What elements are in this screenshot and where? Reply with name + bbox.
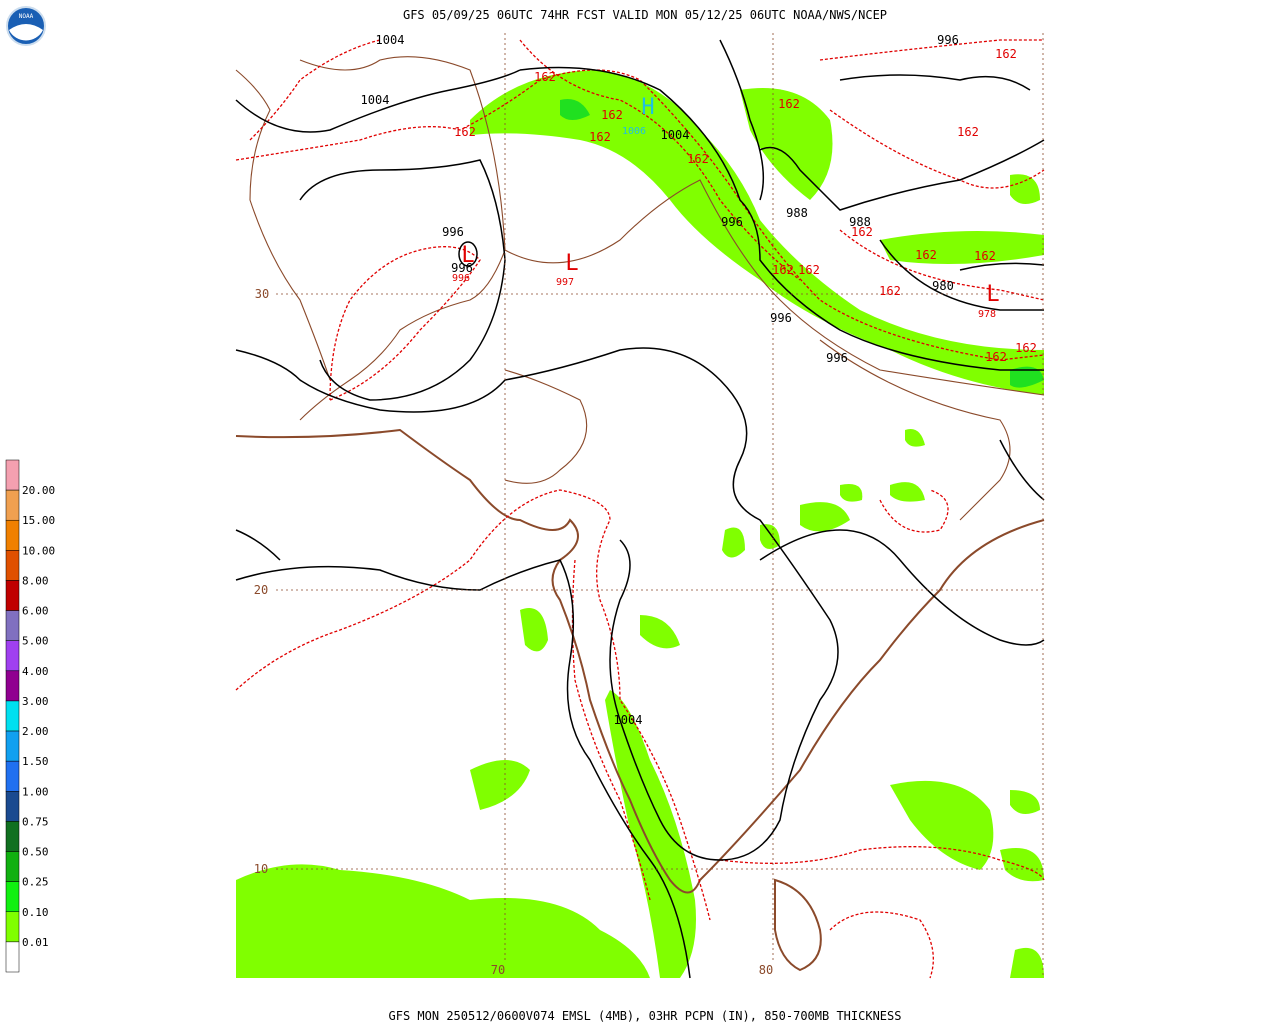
isobar-label: 996 (770, 311, 792, 325)
grid-label: 10 (254, 862, 268, 876)
legend-label: 6.00 (22, 605, 49, 618)
legend-label: 5.00 (22, 635, 49, 648)
legend-label: 2.00 (22, 725, 49, 738)
isobar-label: 996 (721, 215, 743, 229)
legend-swatch (5, 489, 20, 521)
thickness-label: 162 (798, 263, 820, 277)
legend-swatch (5, 911, 20, 943)
isobar-label: 1004 (361, 93, 390, 107)
legend-swatch (5, 670, 20, 702)
pressure-center-value: 996 (452, 273, 470, 284)
isobar-label: 996 (937, 33, 959, 47)
legend-swatch (5, 730, 20, 762)
pressure-center-value: 997 (556, 277, 574, 288)
grid-label: 30 (255, 287, 269, 301)
legend-label: 1.00 (22, 785, 49, 798)
legend-label: 0.01 (22, 936, 49, 949)
legend-swatch (5, 640, 20, 672)
title: GFS 05/09/25 06UTC 74HR FCST VALID MON 0… (403, 8, 887, 22)
grid-label: 70 (491, 963, 505, 977)
legend-label: 1.50 (22, 755, 49, 768)
lat-lon-grid (276, 33, 1044, 978)
grid-label: 20 (254, 583, 268, 597)
isobars (235, 39, 1045, 979)
grid-label: 80 (759, 963, 773, 977)
legend-label: 4.00 (22, 665, 49, 678)
isobar-label: 1004 (614, 713, 643, 727)
legend-swatch (5, 610, 20, 641)
thickness-label: 162 (601, 108, 623, 122)
isobar-label: 1004 (661, 128, 690, 142)
legend-swatch (5, 851, 20, 882)
pressure-center-value: 978 (978, 309, 996, 320)
legend-swatch (5, 881, 20, 913)
legend-label: 3.00 (22, 695, 49, 708)
pressure-center-value: 1006 (622, 126, 646, 137)
thickness-label: 162 (957, 125, 979, 139)
isobar-label: 996 (826, 351, 848, 365)
noaa-logo: NOAA (6, 6, 46, 46)
legend-label: 10.00 (22, 544, 55, 557)
legend-label: 8.00 (22, 574, 49, 587)
thickness-label: 162 (778, 97, 800, 111)
pressure-center-symbol: L (461, 243, 474, 268)
thickness-label: 162 (915, 248, 937, 262)
legend-swatch (5, 459, 20, 491)
thickness-label: 162 (1015, 341, 1037, 355)
thickness-contours (235, 39, 1045, 979)
isobar-label: 988 (786, 206, 808, 220)
legend-swatch (5, 550, 20, 581)
precip-legend: 20.00 15.00 10.00 8.00 6.00 5.00 4.00 3.00 2.00 1… (5, 459, 55, 973)
isobar-label: 996 (442, 225, 464, 239)
legend-label: 20.00 (22, 484, 55, 497)
legend-swatch (5, 821, 20, 852)
thickness-label: 162 (454, 125, 476, 139)
thickness-label: 162 (851, 225, 873, 239)
isobar-label: 1004 (376, 33, 405, 47)
footer-caption: GFS MON 250512/0600V074 EMSL (4MB), 03HR… (389, 1009, 902, 1023)
thickness-label: 162 (534, 70, 556, 84)
thickness-label: 162 (687, 152, 709, 166)
thickness-label: 162 (879, 284, 901, 298)
legend-swatch (5, 519, 20, 551)
isobar-label: 996 (451, 261, 473, 275)
thickness-label: 162 (772, 263, 794, 277)
legend-swatch (5, 700, 20, 732)
thickness-label: 162 (985, 350, 1007, 364)
legend-label: 0.50 (22, 846, 49, 859)
thickness-label: 162 (589, 130, 611, 144)
legend-label: 0.10 (22, 906, 49, 919)
legend-label: 0.75 (22, 815, 49, 828)
logo-text: NOAA (19, 13, 34, 20)
legend-swatch (5, 760, 20, 792)
thickness-label: 162 (974, 249, 996, 263)
isobar-label: 980 (932, 279, 954, 293)
pressure-center-symbol: L (986, 282, 999, 307)
legend-swatch (5, 791, 20, 822)
thickness-label: 162 (995, 47, 1017, 61)
coastlines (235, 56, 1045, 972)
legend-label: 15.00 (22, 514, 55, 527)
legend-label: 0.25 (22, 876, 49, 889)
pressure-center-symbol: H (641, 95, 654, 120)
isobar-label: 988 (849, 215, 871, 229)
pressure-center-symbol: L (565, 251, 578, 276)
legend-swatch (5, 580, 20, 611)
legend-swatch (5, 941, 20, 973)
